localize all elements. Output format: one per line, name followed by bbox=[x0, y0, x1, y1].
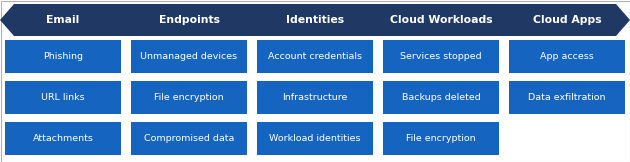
Text: Cloud Apps: Cloud Apps bbox=[533, 15, 601, 25]
Bar bbox=[5, 122, 121, 155]
Text: Endpoints: Endpoints bbox=[159, 15, 219, 25]
Polygon shape bbox=[0, 4, 630, 36]
Text: File encryption: File encryption bbox=[406, 134, 476, 143]
Text: Identities: Identities bbox=[286, 15, 344, 25]
Text: Unmanaged devices: Unmanaged devices bbox=[140, 52, 238, 61]
Bar bbox=[257, 81, 373, 114]
Text: Attachments: Attachments bbox=[33, 134, 93, 143]
Bar bbox=[5, 81, 121, 114]
Bar bbox=[257, 122, 373, 155]
Text: Data exfiltration: Data exfiltration bbox=[528, 93, 606, 102]
Text: Email: Email bbox=[47, 15, 79, 25]
Bar bbox=[257, 40, 373, 73]
Bar bbox=[131, 81, 247, 114]
Bar bbox=[509, 40, 625, 73]
Text: Phishing: Phishing bbox=[43, 52, 83, 61]
Text: Services stopped: Services stopped bbox=[400, 52, 482, 61]
Bar bbox=[131, 122, 247, 155]
Bar bbox=[131, 40, 247, 73]
Bar bbox=[383, 122, 499, 155]
Text: URL links: URL links bbox=[41, 93, 85, 102]
Text: Cloud Workloads: Cloud Workloads bbox=[390, 15, 492, 25]
Text: Compromised data: Compromised data bbox=[144, 134, 234, 143]
Text: Workload identities: Workload identities bbox=[269, 134, 361, 143]
Text: App access: App access bbox=[540, 52, 594, 61]
Text: File encryption: File encryption bbox=[154, 93, 224, 102]
Bar bbox=[383, 81, 499, 114]
Bar bbox=[509, 81, 625, 114]
Text: Infrastructure: Infrastructure bbox=[282, 93, 348, 102]
Text: Account credentials: Account credentials bbox=[268, 52, 362, 61]
Text: Backups deleted: Backups deleted bbox=[402, 93, 480, 102]
Bar bbox=[383, 40, 499, 73]
Bar bbox=[5, 40, 121, 73]
